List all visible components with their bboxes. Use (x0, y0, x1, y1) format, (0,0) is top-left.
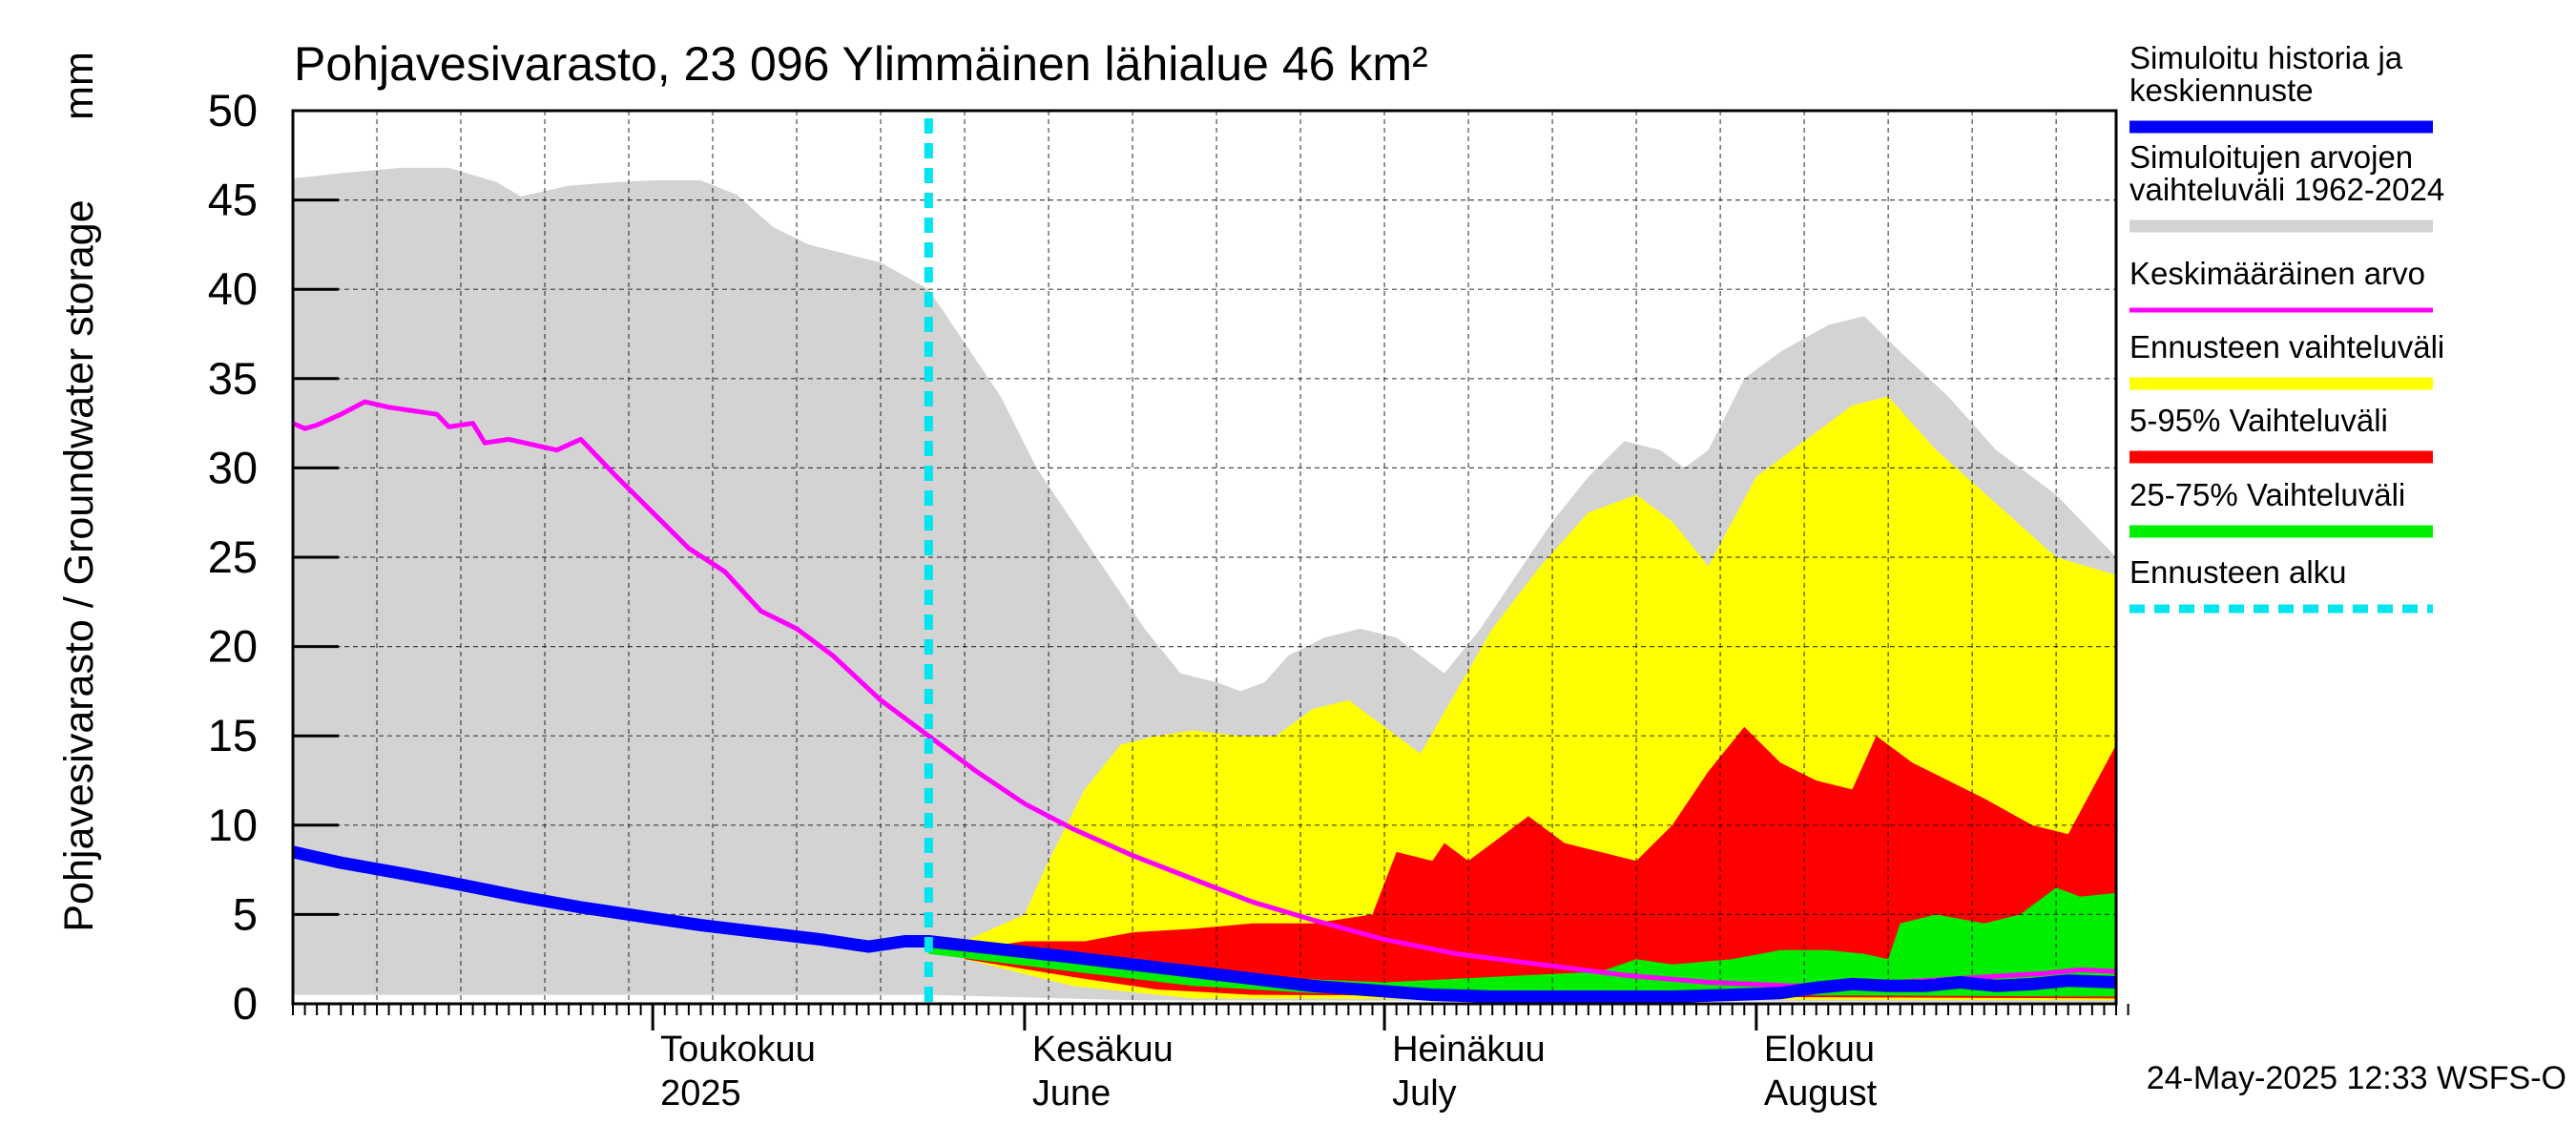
legend-label: Ennusteen alku (2129, 554, 2347, 590)
legend-label: 25-75% Vaihteluväli (2129, 477, 2405, 512)
x-month-label: Elokuu (1764, 1030, 1875, 1070)
y-tick-label: 20 (208, 621, 258, 672)
x-month-label-secondary: July (1392, 1073, 1457, 1114)
x-month-label: Toukokuu (660, 1030, 816, 1070)
axes-layer: 05101520253035404550Toukokuu2025KesäkuuJ… (208, 85, 2129, 1114)
band-25-75-vaihteluv-li (928, 887, 2116, 997)
y-tick-label: 35 (208, 353, 258, 404)
y-axis-label: Pohjavesivarasto / Groundwater storage (56, 199, 102, 931)
y-tick-label: 5 (233, 888, 258, 939)
y-tick-label: 15 (208, 710, 258, 760)
y-tick-label: 50 (208, 85, 258, 135)
legend-label: vaihteluväli 1962-2024 (2129, 172, 2444, 207)
footer-timestamp: 24-May-2025 12:33 WSFS-O (2147, 1060, 2566, 1096)
y-tick-label: 30 (208, 442, 258, 492)
line-simuloitu-historia-ja-keskiennuste (291, 845, 2117, 1003)
line-series-layer (291, 118, 2117, 1008)
x-month-label-secondary: June (1032, 1073, 1111, 1114)
x-month-label-secondary: August (1764, 1073, 1878, 1114)
band-5-95-vaihteluv-li (965, 726, 2116, 999)
y-axis-unit: mm (56, 52, 102, 120)
chart-title: Pohjavesivarasto, 23 096 Ylimmäinen lähi… (294, 37, 1428, 91)
line-keskim-r-inen-arvo (291, 399, 2117, 989)
x-month-label: Heinäkuu (1392, 1030, 1546, 1070)
y-tick-label: 45 (208, 175, 258, 225)
legend-label: keskiennuste (2129, 73, 2314, 108)
x-month-label: Kesäkuu (1032, 1030, 1174, 1070)
y-tick-label: 10 (208, 800, 258, 850)
legend-label: Simuloitujen arvojen (2129, 139, 2413, 175)
legend-label: Ennusteen vaihteluväli (2129, 329, 2444, 364)
legend-label: Keskimääräinen arvo (2129, 256, 2425, 291)
legend-label: Simuloitu historia ja (2129, 40, 2403, 75)
legend-label: 5-95% Vaihteluväli (2129, 403, 2388, 438)
y-tick-label: 40 (208, 263, 258, 314)
y-tick-label: 0 (233, 978, 258, 1029)
y-tick-label: 25 (208, 531, 258, 582)
x-month-label-secondary: 2025 (660, 1073, 741, 1114)
series-layer (293, 167, 2116, 1003)
